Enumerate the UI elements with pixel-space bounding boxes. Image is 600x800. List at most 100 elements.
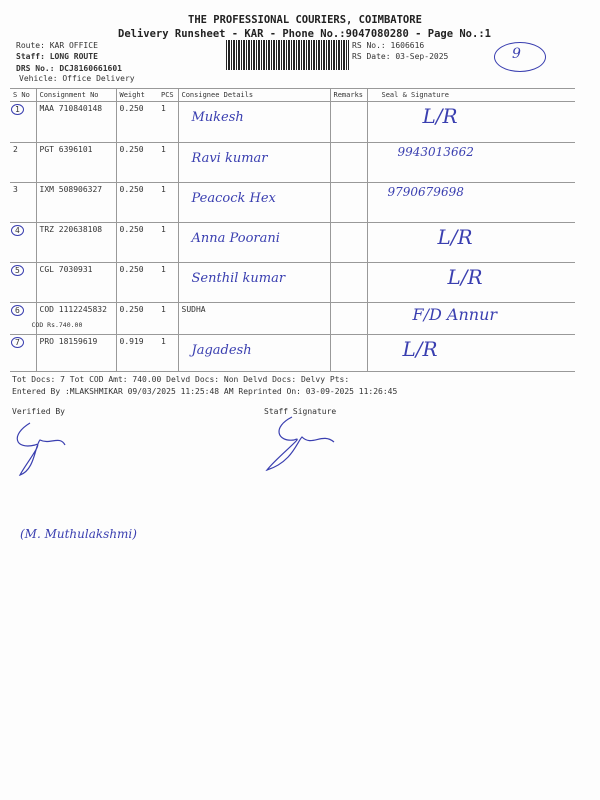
pcs-cell: 1 (158, 222, 178, 263)
runsheet-subtitle: Delivery Runsheet - KAR - Phone No.:9047… (118, 28, 491, 40)
entered-by-line: Entered By :MLAKSHMIKAR 09/03/2025 11:25… (12, 387, 398, 396)
weight-cell-text: 0.919 (119, 337, 144, 346)
seal-signature-cell-text: L/R (447, 265, 483, 289)
handwritten-consignee: Mukesh (191, 110, 244, 125)
col-seal: Seal & Signature (366, 88, 575, 102)
sno-cell-text: 1 (11, 104, 24, 115)
consignment-cell: CGL 7030931 (35, 262, 116, 303)
consignee-cell: Mukesh (177, 101, 330, 143)
pcs-cell: 1 (158, 142, 178, 183)
sno-cell-text: 7 (11, 337, 24, 348)
remarks-cell (329, 334, 367, 372)
pcs-cell-text: 1 (161, 337, 166, 346)
consignment-cell-text: TRZ 220638108 (39, 225, 103, 234)
pcs-cell-text: 1 (161, 305, 166, 314)
handwritten-consignee: Peacock Hex (191, 191, 276, 206)
seal-signature-cell: L/R (366, 334, 575, 372)
remarks-cell (329, 302, 367, 335)
seal-signature-cell-text: 9943013662 (397, 145, 474, 159)
table-row: 6 COD 1112245832 COD Rs.740.00 0.250 1 SUDHA F… (10, 302, 575, 335)
consignment-cell: PGT 6396101 (35, 142, 116, 183)
route: Route: KAR OFFICE (16, 41, 98, 50)
weight-cell-text: 0.250 (119, 104, 144, 113)
weight-cell: 0.250 (115, 182, 158, 223)
seal-signature-cell-text: L/R (402, 337, 438, 361)
company-title: THE PROFESSIONAL COURIERS, COIMBATORE (188, 14, 422, 26)
table-row: 4 TRZ 220638108 0.250 1 Anna Poorani L/R (10, 222, 575, 263)
sno-cell-text: 5 (11, 265, 24, 276)
pcs-cell-text: 1 (161, 225, 166, 234)
col-consignee: Consignee Details (177, 88, 330, 102)
pcs-cell-text: 1 (161, 104, 166, 113)
weight-cell: 0.919 (115, 334, 158, 372)
sno-cell: 6 (10, 302, 36, 335)
cod-amount: COD Rs.740.00 (31, 321, 83, 329)
weight-cell-text: 0.250 (119, 185, 144, 194)
consignee-cell-text: SUDHA (181, 305, 206, 314)
consignment-cell: MAA 710840148 (35, 101, 116, 143)
weight-cell: 0.250 (115, 302, 158, 335)
pcs-cell-text: 1 (161, 185, 166, 194)
table-row: 2 PGT 6396101 0.250 1 Ravi kumar 9943013662 (10, 142, 575, 183)
pcs-cell-text: 1 (161, 265, 166, 274)
consignee-cell: Peacock Hex (177, 182, 330, 223)
sno-cell: 4 (10, 222, 36, 263)
col-remarks: Remarks (329, 88, 367, 102)
table-row: 1 MAA 710840148 0.250 1 Mukesh L/R (10, 101, 575, 143)
drs-number: DRS No.: DCJ8160661601 (16, 64, 122, 73)
sno-cell-text: 3 (13, 185, 18, 194)
vehicle: Vehicle: Office Delivery (19, 74, 135, 83)
sno-cell: 7 (10, 334, 36, 372)
sno-cell: 5 (10, 262, 36, 303)
handwritten-consignee: Ravi kumar (191, 151, 268, 166)
staff: Staff: LONG ROUTE (16, 52, 98, 61)
col-sno: S No (10, 88, 36, 102)
rs-number: RS No.: 1606616 (352, 41, 425, 50)
table-row: 3 IXM 508906327 0.250 1 Peacock Hex 979067969… (10, 182, 575, 223)
consignment-cell-text: MAA 710840148 (39, 104, 103, 113)
consignment-cell-text: COD 1112245832 (39, 305, 107, 314)
seal-signature-cell-text: 9790679698 (387, 185, 464, 199)
verifier-signature (16, 422, 66, 477)
consignment-cell-text: CGL 7030931 (39, 265, 93, 274)
handwritten-consignee: Anna Poorani (191, 231, 280, 246)
consignment-table: S No Consignment No Weight PCS Consignee… (10, 88, 575, 372)
consignee-cell: Ravi kumar (177, 142, 330, 183)
weight-cell-text: 0.250 (119, 225, 144, 234)
seal-signature-cell: L/R (366, 222, 575, 263)
col-pcs: PCS (158, 88, 178, 102)
table-row: 7 PRO 18159619 0.919 1 Jagadesh L/R (10, 334, 575, 372)
remarks-cell (329, 222, 367, 263)
sno-cell-text: 6 (11, 305, 24, 316)
weight-cell: 0.250 (115, 142, 158, 183)
sno-cell-text: 2 (13, 145, 18, 154)
staff-signature (265, 416, 335, 472)
handwritten-consignee: Jagadesh (191, 343, 252, 358)
weight-cell-text: 0.250 (119, 265, 144, 274)
seal-signature-cell: 9790679698 (366, 182, 575, 223)
remarks-cell (329, 262, 367, 303)
consignee-cell: Senthil kumar (177, 262, 330, 303)
consignment-cell: TRZ 220638108 (35, 222, 116, 263)
weight-cell-text: 0.250 (119, 305, 144, 314)
remarks-cell (329, 101, 367, 143)
weight-cell-text: 0.250 (119, 145, 144, 154)
sno-cell: 3 (10, 182, 36, 223)
totals-line: Tot Docs: 7 Tot COD Amt: 740.00 Delvd Do… (12, 375, 350, 384)
barcode (226, 40, 349, 70)
consignee-cell: SUDHA (177, 302, 330, 335)
sno-cell: 1 (10, 101, 36, 143)
consignee-cell: Jagadesh (177, 334, 330, 372)
col-weight: Weight (115, 88, 158, 102)
seal-signature-cell: F/D Annur (366, 302, 575, 335)
seal-signature-cell: L/R (366, 262, 575, 303)
consignment-cell: PRO 18159619 (35, 334, 116, 372)
seal-signature-cell-text: F/D Annur (412, 305, 498, 324)
handwritten-consignee: Senthil kumar (191, 271, 286, 286)
consignment-cell: IXM 508906327 (35, 182, 116, 223)
table-row: 5 CGL 7030931 0.250 1 Senthil kumar L/R (10, 262, 575, 303)
consignee-cell: Anna Poorani (177, 222, 330, 263)
pcs-cell-text: 1 (161, 145, 166, 154)
consignment-cell: COD 1112245832 COD Rs.740.00 (32, 302, 116, 335)
